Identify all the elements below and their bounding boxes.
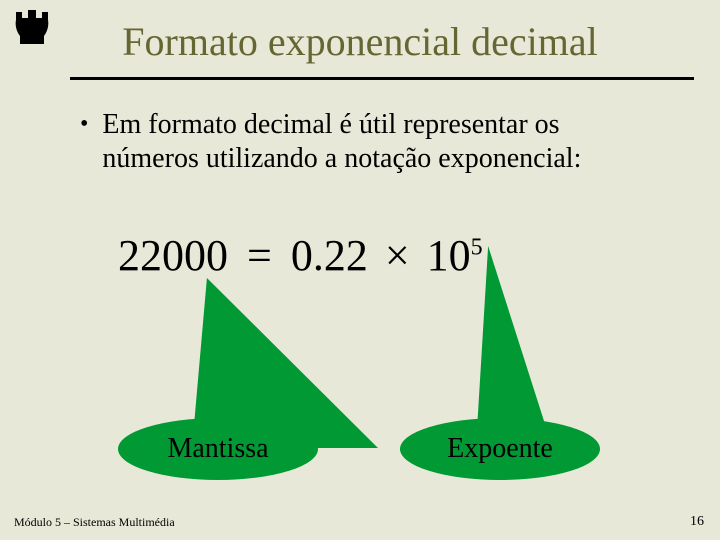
equation-times: × [385, 231, 410, 280]
equation-mantissa: 0.22 [291, 231, 368, 280]
page-number: 16 [690, 514, 704, 530]
crown-icon [10, 6, 54, 51]
equation-lhs: 22000 [118, 231, 228, 280]
equation-equals: = [247, 231, 272, 280]
bullet-marker: • [80, 108, 88, 140]
slide-title: Formato exponencial decimal [0, 0, 720, 77]
callout-expoente: Expoente [400, 418, 600, 480]
title-underline [70, 77, 694, 80]
callout-expoente-label: Expoente [447, 433, 553, 465]
callout-mantissa-label: Mantissa [167, 433, 268, 465]
bullet-block: • Em formato decimal é útil representar … [80, 108, 660, 176]
callout-pointer-expoente [426, 246, 552, 446]
footer-module: Módulo 5 – Sistemas Multimédia [14, 515, 175, 530]
bullet-text: Em formato decimal é útil representar os… [102, 108, 660, 176]
callout-mantissa: Mantissa [118, 418, 318, 480]
